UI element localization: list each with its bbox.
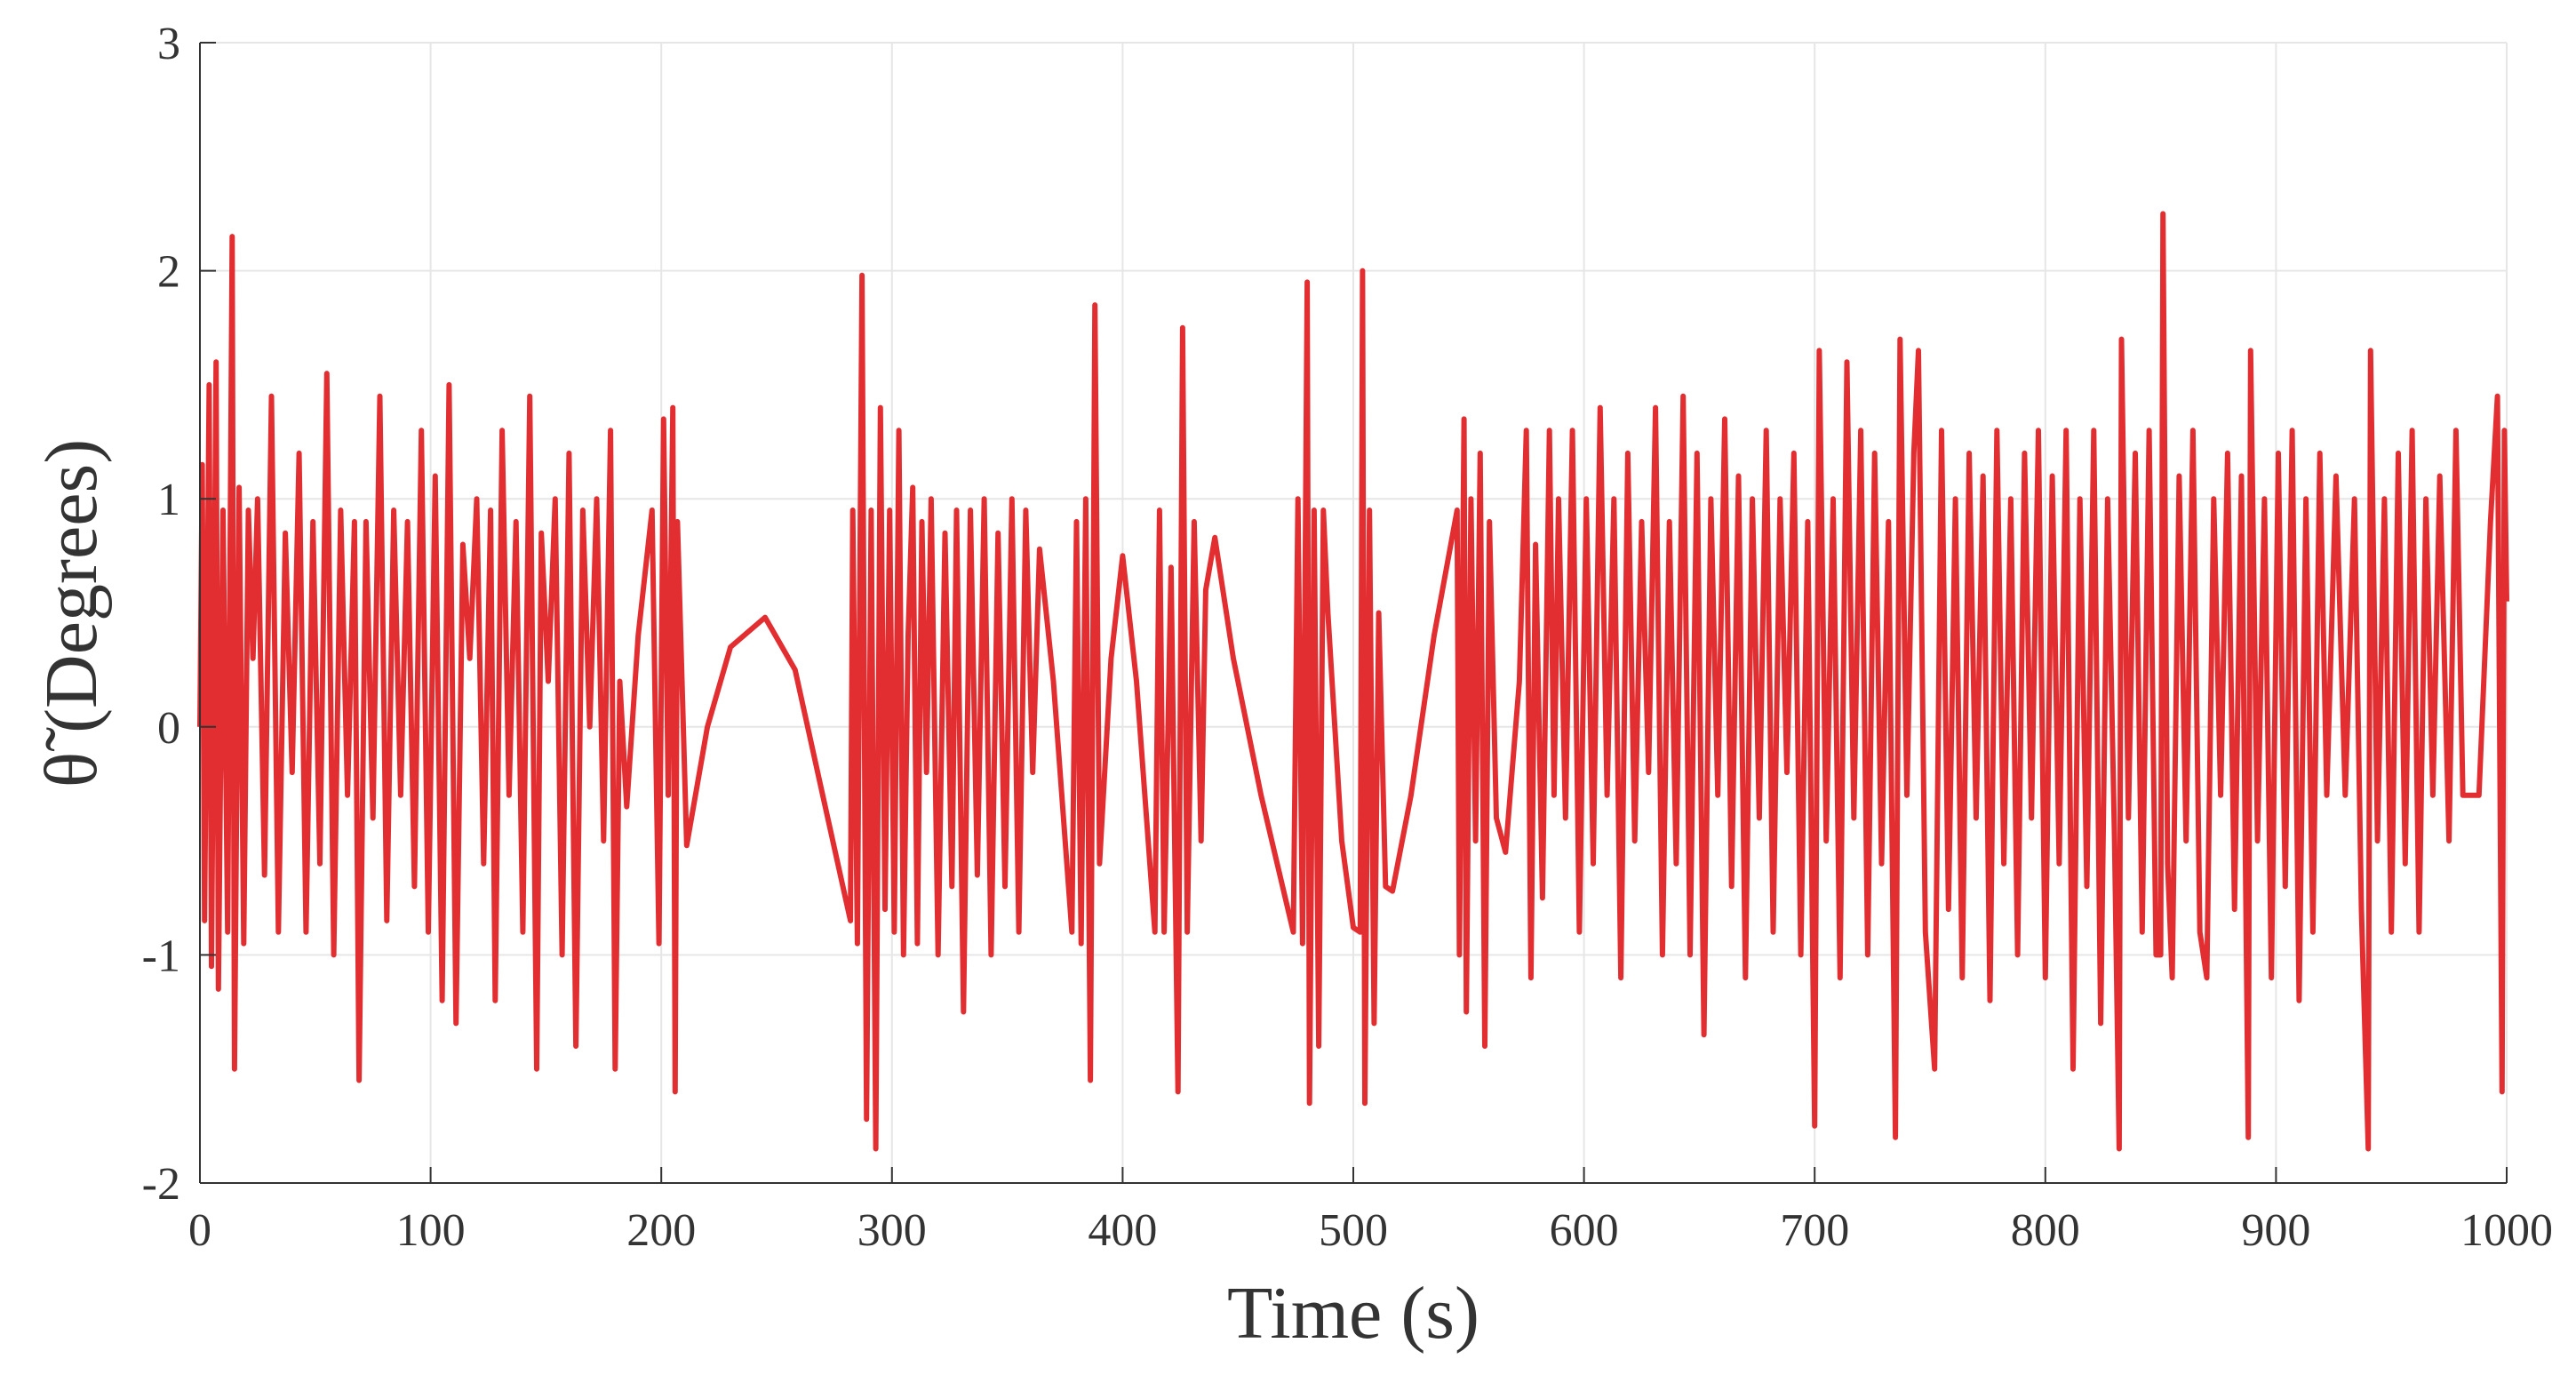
y-tick-label: 1 (157, 475, 180, 525)
y-tick-label: -1 (142, 931, 180, 981)
x-axis-label: Time (s) (1227, 1272, 1479, 1355)
x-tick-label: 100 (396, 1205, 466, 1256)
y-tick-label: 0 (157, 703, 180, 754)
x-tick-label: 400 (1088, 1205, 1157, 1256)
x-tick-label: 800 (2011, 1205, 2080, 1256)
x-tick-label: 200 (626, 1205, 696, 1256)
x-tick-label: 300 (857, 1205, 927, 1256)
data-line (197, 211, 2509, 1152)
y-tick-label: -2 (142, 1159, 180, 1210)
x-tick-label: 600 (1550, 1205, 1619, 1256)
y-axis-label: θ̃ (Degrees) (30, 439, 113, 787)
y-tick-label: 2 (157, 247, 180, 298)
x-tick-label: 1000 (2460, 1205, 2553, 1256)
x-tick-label: 900 (2241, 1205, 2310, 1256)
y-tick-label: 3 (157, 19, 180, 69)
x-tick-label: 700 (1780, 1205, 1849, 1256)
x-tick-label: 500 (1319, 1205, 1388, 1256)
x-tick-label: 0 (188, 1205, 211, 1256)
